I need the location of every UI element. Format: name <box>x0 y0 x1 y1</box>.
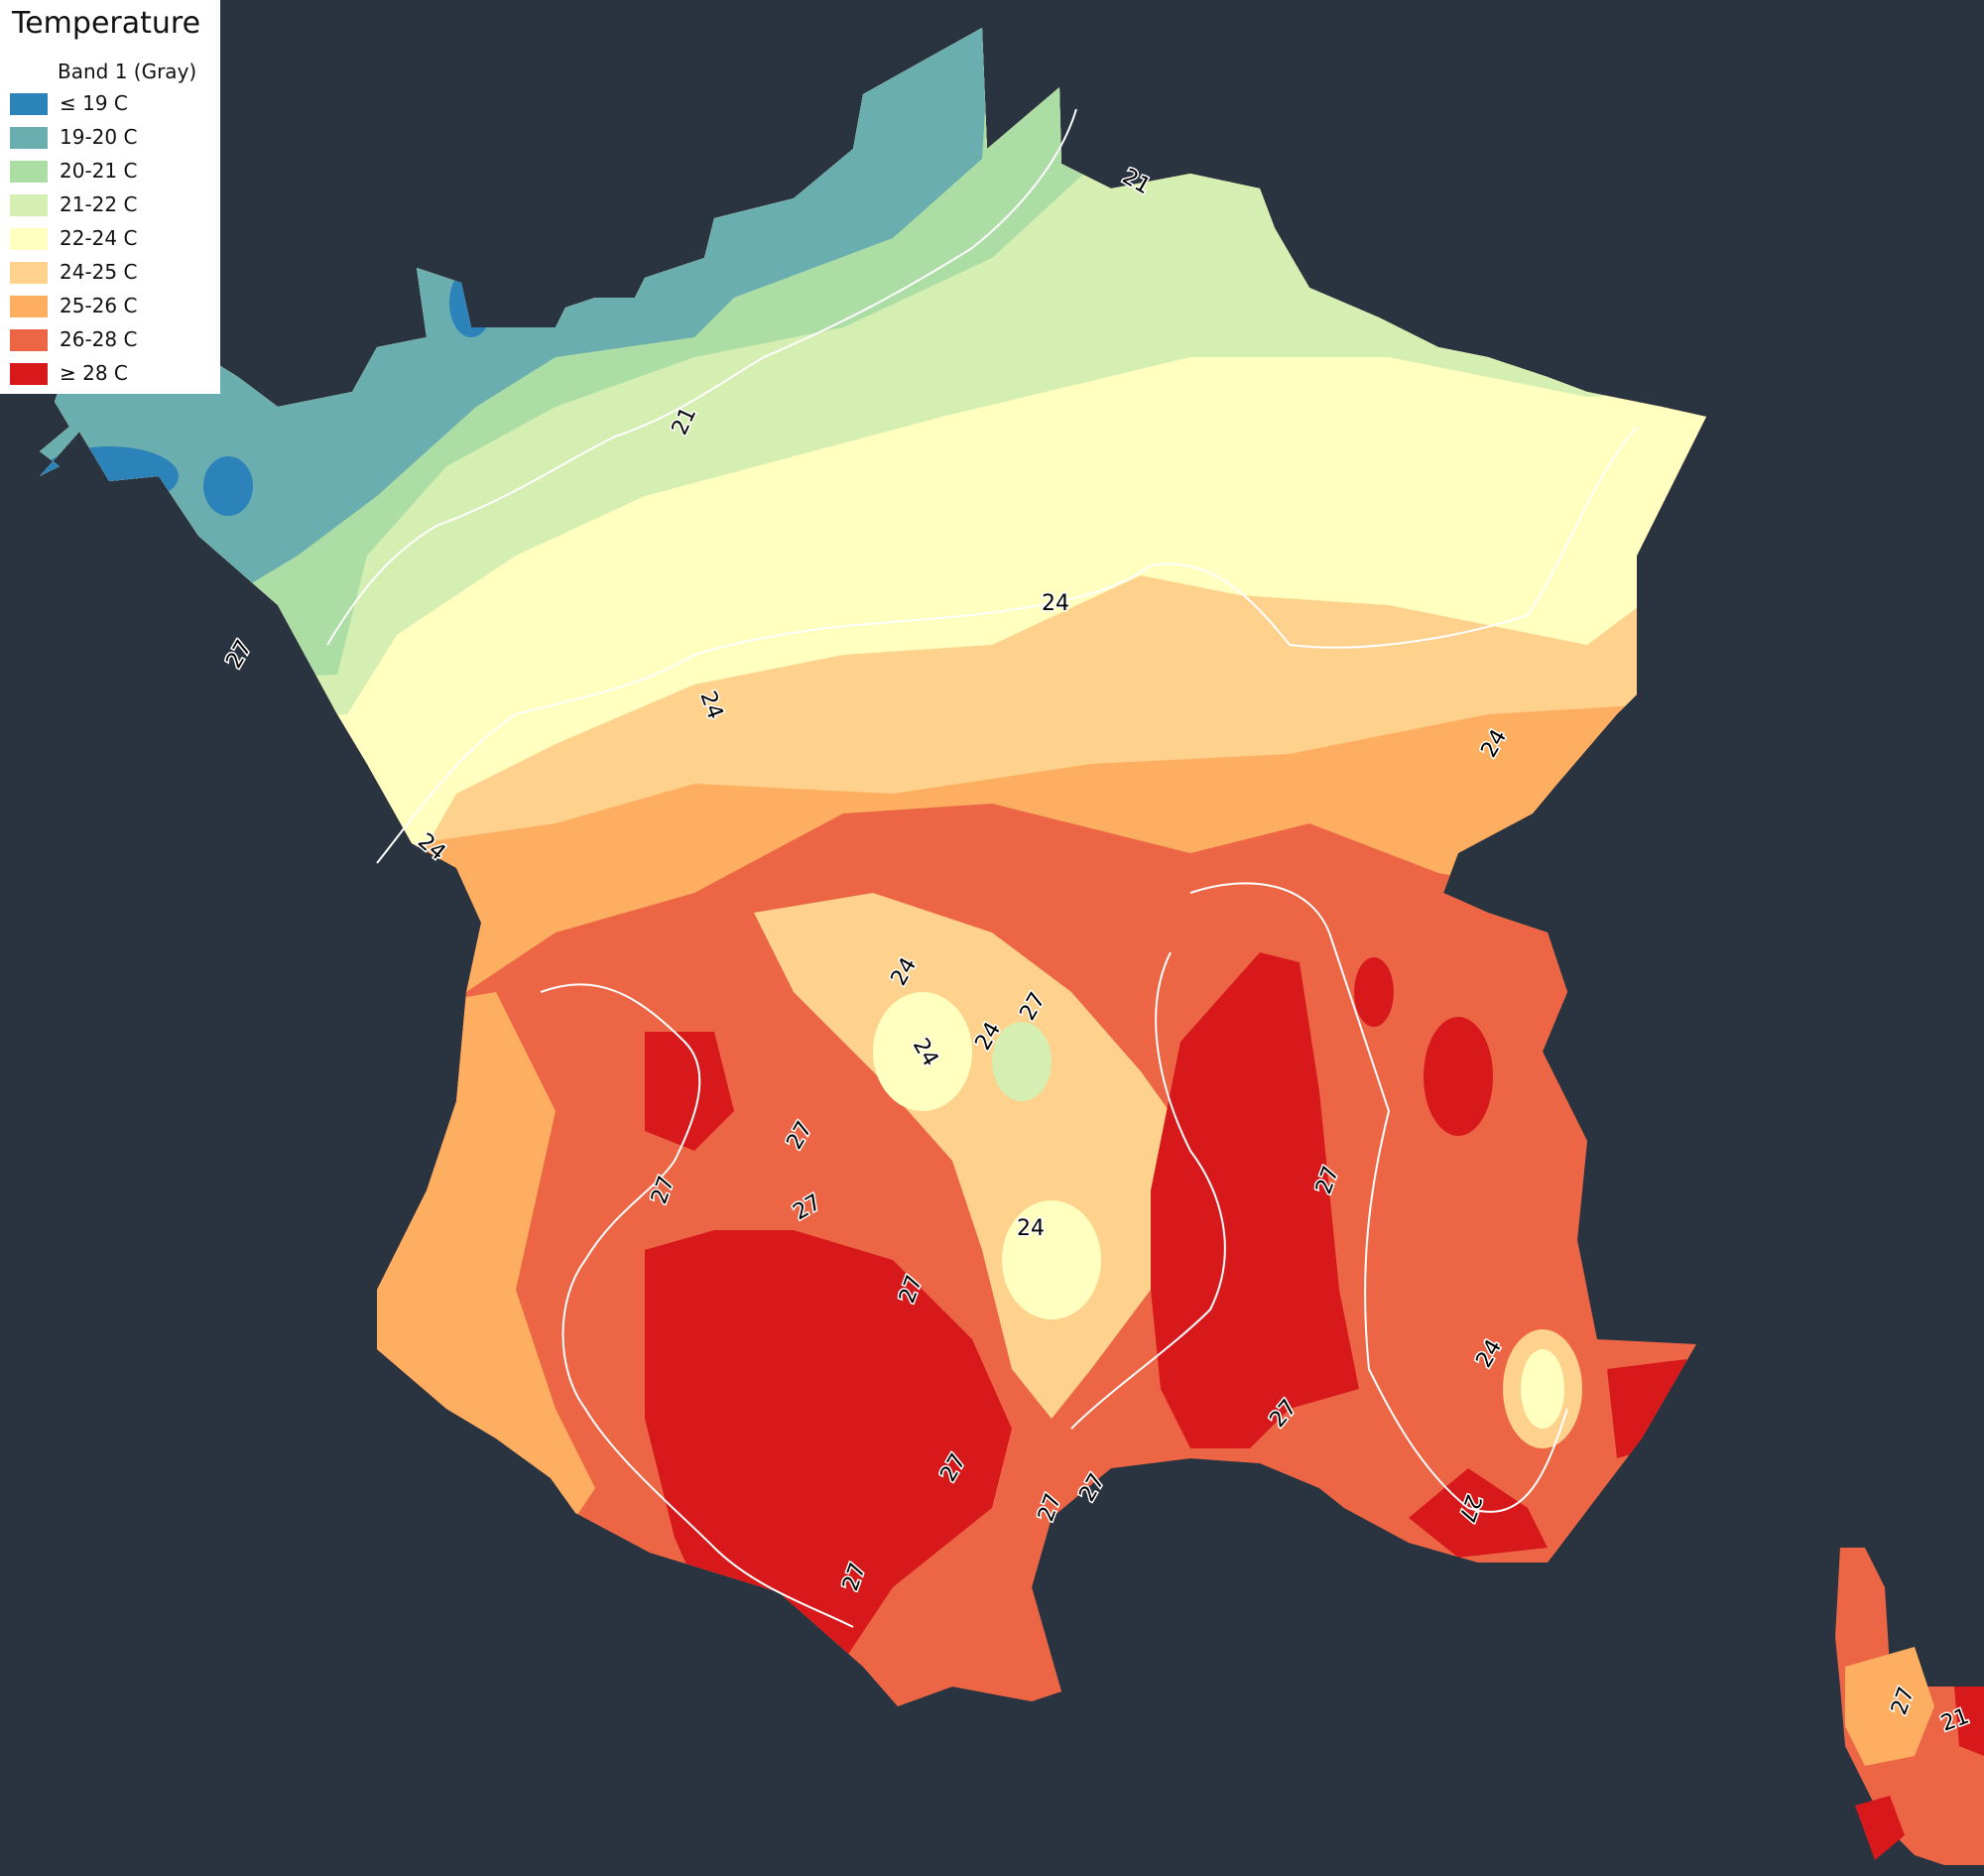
legend-label: 26-28 C <box>60 327 138 351</box>
legend-label: 22-24 C <box>60 226 138 250</box>
legend-label: 25-26 C <box>60 294 138 317</box>
legend-swatch <box>10 127 48 149</box>
corsica <box>1835 1548 1984 1865</box>
legend-label: ≤ 19 C <box>60 91 128 115</box>
legend-title: Temperature <box>12 6 201 41</box>
legend-label: 19-20 C <box>60 125 138 149</box>
legend-swatch <box>10 296 48 317</box>
legend-label: 24-25 C <box>60 260 138 284</box>
legend-swatch <box>10 329 48 351</box>
contour-label: 24 <box>1042 591 1069 616</box>
legend-swatch <box>10 363 48 385</box>
legend-label: 21-22 C <box>60 192 138 216</box>
contour-label: 24 <box>1017 1216 1045 1241</box>
map-legend: Temperature Band 1 (Gray) ≤ 19 C 19-20 C… <box>0 0 220 394</box>
legend-swatch <box>10 228 48 250</box>
contour-lines <box>326 108 1638 1628</box>
legend-swatch <box>10 161 48 183</box>
legend-swatch <box>10 93 48 115</box>
legend-swatch <box>10 194 48 216</box>
legend-swatch <box>10 262 48 284</box>
legend-label: ≥ 28 C <box>60 361 128 385</box>
legend-subtitle: Band 1 (Gray) <box>58 60 197 83</box>
legend-label: 20-21 C <box>60 159 138 183</box>
